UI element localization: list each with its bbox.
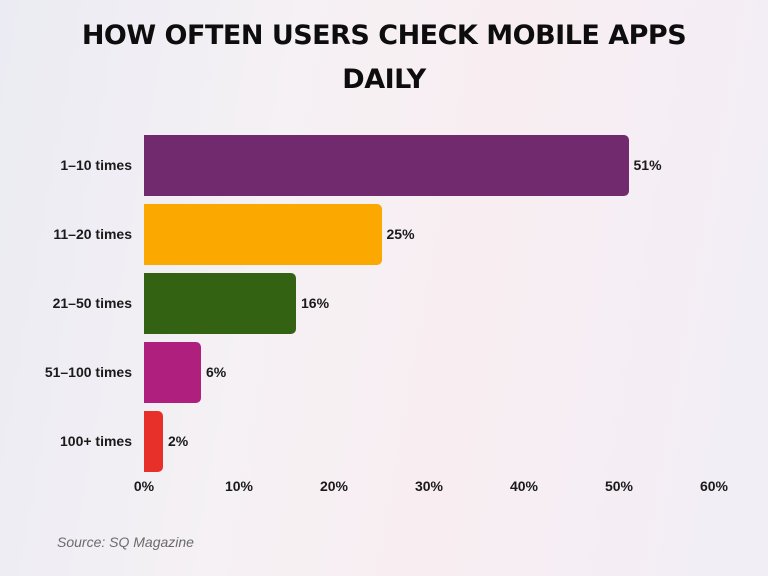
category-label: 11–20 times bbox=[53, 226, 132, 242]
x-tick-label: 30% bbox=[414, 478, 444, 494]
bar bbox=[144, 342, 201, 403]
value-label: 6% bbox=[206, 364, 227, 380]
category-label: 51–100 times bbox=[44, 364, 132, 380]
category-label: 100+ times bbox=[60, 433, 132, 449]
x-tick-label: 20% bbox=[319, 478, 349, 494]
x-tick-label: 40% bbox=[509, 478, 539, 494]
bar bbox=[144, 135, 629, 196]
chart-title: HOW OFTEN USERS CHECK MOBILE APPS DAILY bbox=[0, 14, 768, 102]
category-label: 1–10 times bbox=[60, 157, 132, 173]
bar bbox=[144, 273, 296, 334]
value-label: 2% bbox=[168, 433, 189, 449]
chart-title-line-2: DAILY bbox=[342, 64, 426, 95]
bar bbox=[144, 204, 382, 265]
x-tick-label: 60% bbox=[699, 478, 729, 494]
category-label: 21–50 times bbox=[52, 295, 132, 311]
x-tick-label: 0% bbox=[133, 478, 155, 494]
x-tick-label: 10% bbox=[224, 478, 254, 494]
x-tick-label: 50% bbox=[604, 478, 634, 494]
value-label: 16% bbox=[301, 295, 330, 311]
bar-row: 51–100 times 6% bbox=[0, 342, 768, 403]
chart-title-line-1: HOW OFTEN USERS CHECK MOBILE APPS bbox=[81, 20, 687, 51]
bar-row: 21–50 times 16% bbox=[0, 273, 768, 334]
bar bbox=[144, 411, 163, 472]
bar-row: 1–10 times 51% bbox=[0, 135, 768, 196]
source-note: Source: SQ Magazine bbox=[57, 534, 194, 550]
bar-row: 100+ times 2% bbox=[0, 411, 768, 472]
bar-row: 11–20 times 25% bbox=[0, 204, 768, 265]
value-label: 25% bbox=[386, 226, 415, 242]
value-label: 51% bbox=[633, 157, 662, 173]
